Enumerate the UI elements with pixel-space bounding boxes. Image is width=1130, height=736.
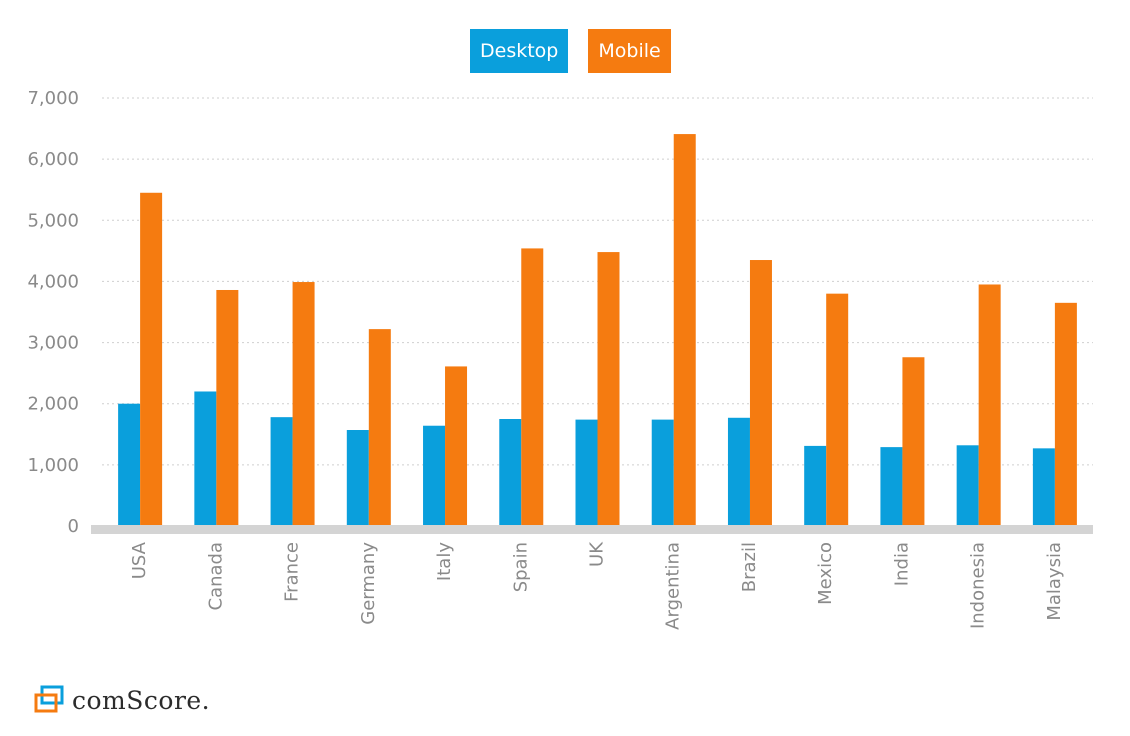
bar-desktop [956,445,979,526]
x-axis-labels: USA Canada France Germany Italy Spain UK Argent… [129,541,1065,630]
bar-desktop [651,419,674,526]
y-tick-label: 6,000 [27,149,79,170]
bar-mobile [826,293,849,526]
bar-mobile [673,134,696,526]
bar-desktop [804,445,827,526]
bar-chart: 0 1,000 2,000 3,000 4,000 5,000 6,000 7,000 USA… [27,88,1093,630]
chart-legend: Desktop Mobile [470,29,671,73]
bar-desktop [423,425,446,526]
bar-mobile [902,357,925,526]
bar-desktop [880,447,903,526]
bar-desktop [270,417,293,526]
x-tick-label: USA [129,541,150,579]
legend-desktop: Desktop [470,29,569,73]
bar-mobile [978,284,1001,526]
x-tick-label: Argentina [663,542,684,630]
bar-mobile [1054,302,1077,526]
y-tick-label: 7,000 [27,88,79,109]
bar-mobile [597,252,620,526]
bar-mobile [368,329,391,526]
legend-mobile: Mobile [588,29,671,73]
y-tick-label: 2,000 [27,394,79,415]
bar-desktop [499,419,522,526]
bar-desktop [575,419,598,526]
x-tick-label: Malaysia [1044,542,1065,621]
comscore-logo-text: comScore. [72,685,211,715]
bar-mobile [749,260,772,526]
x-tick-label: Indonesia [968,542,989,629]
legend-desktop-label: Desktop [480,40,559,62]
comscore-logo: comScore. [34,684,210,716]
y-tick-label: 0 [68,516,79,537]
bars [118,134,1077,526]
bar-mobile [140,192,163,526]
bar-desktop [346,430,369,526]
y-tick-label: 3,000 [27,333,79,354]
x-tick-label: Italy [434,542,455,581]
x-axis-baseline [91,525,1093,534]
bar-desktop [118,403,141,526]
y-tick-label: 4,000 [27,271,79,292]
bar-mobile [216,289,239,526]
bar-desktop [1032,448,1055,526]
x-tick-label: Spain [510,542,531,592]
x-tick-label: Brazil [739,542,760,592]
y-tick-label: 1,000 [27,455,79,476]
x-tick-label: India [891,542,912,586]
x-tick-label: Canada [205,542,226,611]
bar-mobile [521,248,544,526]
bar-desktop [194,391,217,526]
legend-mobile-label: Mobile [598,40,661,62]
x-axis [91,525,1093,534]
y-axis-ticks: 0 1,000 2,000 3,000 4,000 5,000 6,000 7,000 [27,88,79,537]
bar-desktop [727,417,750,526]
x-tick-label: France [282,542,303,602]
x-tick-label: Germany [358,542,379,625]
x-tick-label: UK [587,541,608,567]
bar-mobile [445,366,468,526]
bar-mobile [292,282,315,526]
y-tick-label: 5,000 [27,210,79,231]
comscore-logo-icon [34,685,64,713]
x-tick-label: Mexico [815,542,836,605]
